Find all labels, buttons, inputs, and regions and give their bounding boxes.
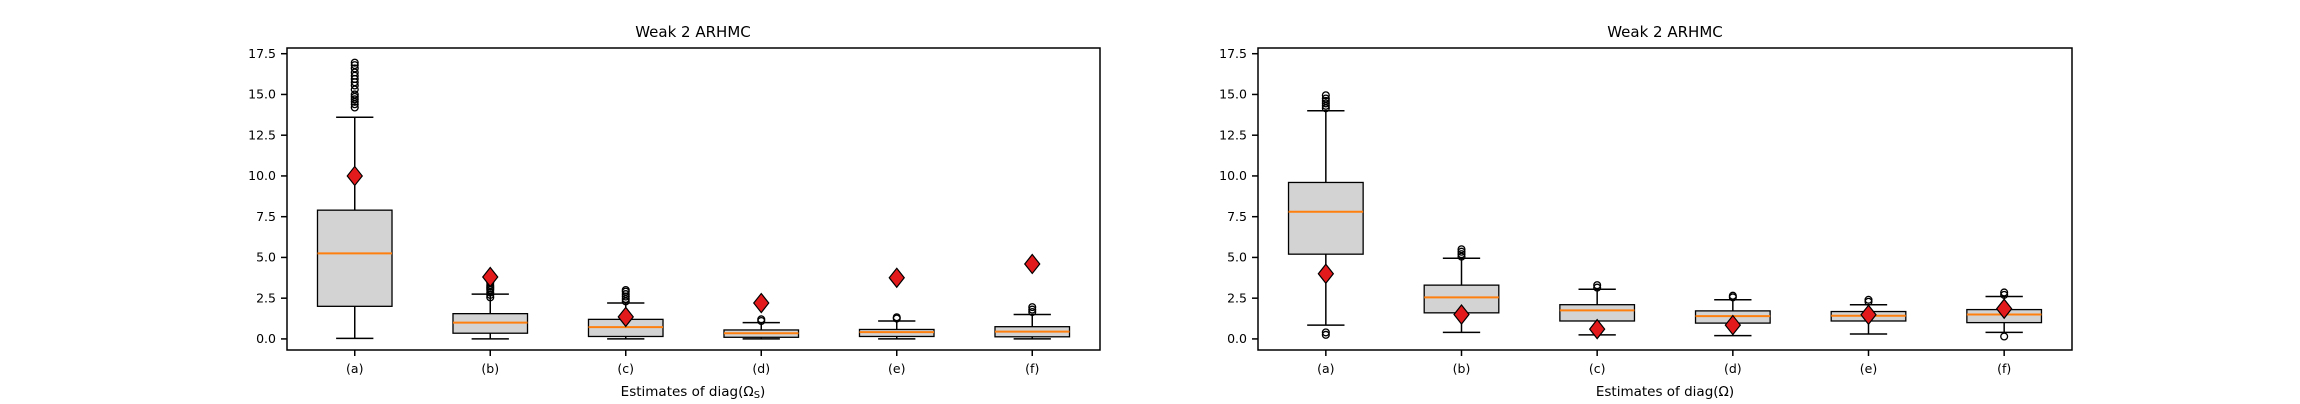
- outlier-point: [757, 315, 766, 324]
- axes-frame: [286, 47, 1101, 351]
- true-value-diamond: [1023, 253, 1041, 275]
- outlier-point: [350, 61, 359, 70]
- true-value-diamond: [752, 292, 770, 314]
- outlier-point: [2000, 288, 2009, 297]
- y-tick-label: 17.5: [248, 46, 276, 61]
- iqr-box: [1559, 304, 1636, 322]
- y-tick-label: 0.0: [1227, 331, 1247, 346]
- outlier-point: [1457, 250, 1466, 259]
- box-group-e: [858, 267, 935, 340]
- outlier-point: [1321, 328, 1330, 337]
- axes-frame: [1257, 47, 2073, 351]
- box-group-d: [723, 292, 800, 340]
- outlier-point: [350, 103, 359, 112]
- true-value-diamond: [1453, 304, 1470, 325]
- true-value-diamond: [481, 266, 499, 288]
- true-value-diamond: [346, 165, 364, 187]
- y-tick-label: 7.5: [1227, 209, 1247, 224]
- y-tick-label: 5.0: [1227, 250, 1247, 265]
- outlier-point: [1593, 281, 1602, 290]
- true-value-diamond: [1588, 318, 1606, 340]
- outlier-point: [1321, 91, 1330, 100]
- box-group-b: [1423, 245, 1500, 334]
- y-tick-label: 12.5: [248, 127, 276, 142]
- y-tick-label: 15.0: [1219, 87, 1247, 102]
- box-group-f: [1966, 288, 2043, 341]
- true-value-diamond: [1724, 314, 1742, 336]
- outlier-point: [1593, 283, 1602, 292]
- y-tick-label: 2.5: [1227, 290, 1247, 305]
- outlier-point: [1457, 247, 1466, 256]
- iqr-box: [1287, 181, 1364, 255]
- box-group-b: [452, 266, 529, 340]
- y-tick-label: 15.0: [248, 87, 276, 102]
- y-tick-label: 0.0: [256, 331, 276, 346]
- right-plot-area: 0.0 2.5 5.0 7.5 10.0 12.5 15.0 17.5 (a) (b) (c) (d)…: [1219, 46, 2073, 376]
- x-tick-label: (a): [1317, 361, 1334, 376]
- iqr-box: [316, 209, 393, 307]
- outlier-point: [2000, 332, 2009, 341]
- outlier-point: [1321, 94, 1330, 103]
- outlier-point: [892, 313, 901, 322]
- true-value-diamond: [617, 306, 635, 328]
- box-group-a: [1287, 91, 1364, 339]
- outlier-point: [1321, 99, 1330, 108]
- x-tick-label: (c): [1589, 361, 1606, 376]
- x-tick-label: (b): [1453, 361, 1471, 376]
- outlier-point: [1321, 330, 1330, 339]
- left-plot-xlabel: Estimates of diag(ΩS): [621, 384, 766, 400]
- box-group-a: [316, 58, 393, 340]
- right-plot-xlabel: Estimates of diag(Ω): [1596, 384, 1734, 400]
- outlier-point: [1864, 295, 1873, 304]
- left-plot-area: 0.0 2.5 5.0 7.5 10.0 12.5 15.0 17.5 (a) (b) (c) (d)…: [248, 46, 1101, 376]
- x-tick-label: (c): [617, 361, 634, 376]
- true-value-diamond: [1995, 298, 2013, 320]
- x-tick-label: (a): [346, 361, 363, 376]
- outlier-point: [350, 64, 359, 73]
- x-tick-label: (d): [752, 361, 770, 376]
- y-tick-label: 5.0: [256, 250, 276, 265]
- y-tick-label: 10.0: [248, 168, 276, 183]
- y-tick-label: 10.0: [1219, 168, 1247, 183]
- x-tick-label: (f): [1997, 361, 2011, 376]
- y-tick-label: 2.5: [256, 290, 276, 305]
- left-plot-title: Weak 2 ARHMC: [635, 23, 751, 41]
- outlier-point: [350, 58, 359, 67]
- right-plot-title: Weak 2 ARHMC: [1607, 23, 1723, 41]
- outlier-point: [350, 95, 359, 104]
- box-group-f: [994, 253, 1071, 340]
- y-tick-label: 7.5: [256, 209, 276, 224]
- outlier-point: [1321, 96, 1330, 106]
- x-tick-label: (f): [1025, 361, 1039, 376]
- y-tick-label: 17.5: [1219, 46, 1247, 61]
- outlier-point: [621, 285, 630, 295]
- outlier-point: [1457, 245, 1466, 254]
- true-value-diamond: [1860, 304, 1877, 326]
- outlier-point: [1028, 307, 1037, 317]
- outlier-point: [1728, 291, 1737, 300]
- true-value-diamond: [888, 267, 906, 289]
- box-group-c: [587, 285, 664, 340]
- true-value-diamond: [1317, 263, 1335, 285]
- outlier-point: [621, 290, 630, 299]
- right-subplot: Weak 2 ARHMC 0.0 2.5 5.0 7.5 10.0 12.5 15.0 17.…: [1219, 23, 2073, 400]
- x-tick-label: (e): [1860, 361, 1877, 376]
- outlier-point: [1028, 305, 1037, 314]
- x-tick-label: (b): [481, 361, 499, 376]
- box-group-e: [1830, 295, 1907, 335]
- x-tick-label: (d): [1724, 361, 1742, 376]
- outlier-point: [1028, 303, 1037, 312]
- box-group-d: [1694, 291, 1771, 337]
- y-tick-label: 12.5: [1219, 127, 1247, 142]
- box-group-c: [1559, 281, 1636, 340]
- x-tick-label: (e): [888, 361, 905, 376]
- outlier-point: [350, 90, 359, 99]
- left-subplot: Weak 2 ARHMC 0.0 2.5 5.0 7.5 10.0 12.5 15.0 17.…: [248, 23, 1101, 401]
